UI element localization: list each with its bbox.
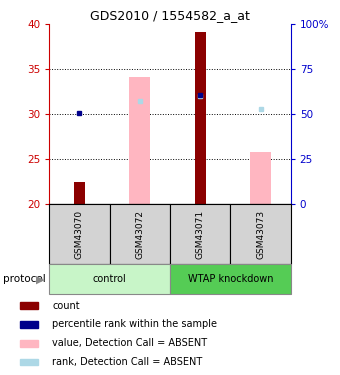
Bar: [129, 76, 150, 204]
Text: GSM43072: GSM43072: [135, 210, 144, 259]
Text: control: control: [93, 274, 126, 284]
Bar: [109, 204, 170, 264]
Bar: [74, 182, 85, 204]
Bar: [250, 152, 271, 204]
Text: WTAP knockdown: WTAP knockdown: [188, 274, 273, 284]
Bar: [20, 340, 38, 346]
Text: protocol: protocol: [3, 274, 46, 284]
Text: percentile rank within the sample: percentile rank within the sample: [52, 320, 218, 329]
Text: GDS2010 / 1554582_a_at: GDS2010 / 1554582_a_at: [90, 9, 250, 22]
Bar: [20, 302, 38, 309]
Text: rank, Detection Call = ABSENT: rank, Detection Call = ABSENT: [52, 357, 203, 367]
Bar: [20, 321, 38, 328]
Text: count: count: [52, 301, 80, 310]
Bar: [170, 264, 291, 294]
Bar: [20, 358, 38, 365]
Text: ▶: ▶: [36, 274, 44, 284]
Bar: [49, 204, 109, 264]
Text: GSM43073: GSM43073: [256, 210, 265, 259]
Text: value, Detection Call = ABSENT: value, Detection Call = ABSENT: [52, 338, 208, 348]
Bar: [49, 264, 170, 294]
Text: GSM43071: GSM43071: [196, 210, 205, 259]
Text: GSM43070: GSM43070: [75, 210, 84, 259]
Bar: [231, 204, 291, 264]
Bar: [170, 204, 231, 264]
Bar: [195, 32, 206, 204]
